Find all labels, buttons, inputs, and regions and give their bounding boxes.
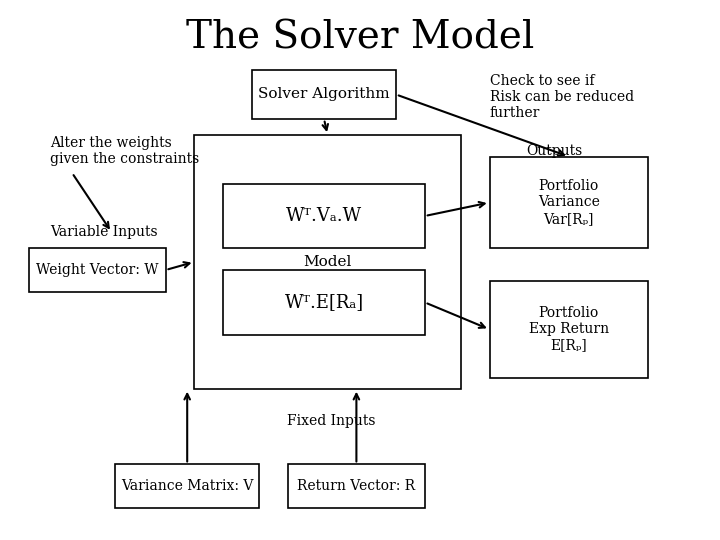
Text: Outputs: Outputs	[526, 144, 582, 158]
FancyBboxPatch shape	[115, 464, 259, 508]
Text: Wᵀ.Vₐ.W: Wᵀ.Vₐ.W	[286, 207, 362, 225]
Text: Portfolio
Variance
Var[Rₚ]: Portfolio Variance Var[Rₚ]	[538, 179, 600, 226]
Text: The Solver Model: The Solver Model	[186, 19, 534, 56]
Text: Fixed Inputs: Fixed Inputs	[287, 414, 375, 428]
FancyBboxPatch shape	[490, 157, 648, 248]
Text: Wᵀ.E[Rₐ]: Wᵀ.E[Rₐ]	[284, 293, 364, 312]
Text: Return Vector: R: Return Vector: R	[297, 479, 415, 493]
Text: Weight Vector: W: Weight Vector: W	[36, 263, 158, 277]
FancyBboxPatch shape	[194, 135, 461, 389]
FancyBboxPatch shape	[252, 70, 396, 119]
Text: Variance Matrix: V: Variance Matrix: V	[121, 479, 253, 493]
FancyBboxPatch shape	[288, 464, 425, 508]
Text: Solver Algorithm: Solver Algorithm	[258, 87, 390, 102]
Text: Portfolio
Exp Return
E[Rₚ]: Portfolio Exp Return E[Rₚ]	[528, 306, 609, 353]
FancyBboxPatch shape	[223, 184, 425, 248]
Text: Model: Model	[303, 255, 352, 269]
Text: Check to see if
Risk can be reduced
further: Check to see if Risk can be reduced furt…	[490, 74, 634, 120]
Text: Alter the weights
given the constraints: Alter the weights given the constraints	[50, 136, 199, 166]
FancyBboxPatch shape	[29, 248, 166, 292]
FancyBboxPatch shape	[490, 281, 648, 378]
Text: Variable Inputs: Variable Inputs	[50, 225, 158, 239]
FancyBboxPatch shape	[223, 270, 425, 335]
